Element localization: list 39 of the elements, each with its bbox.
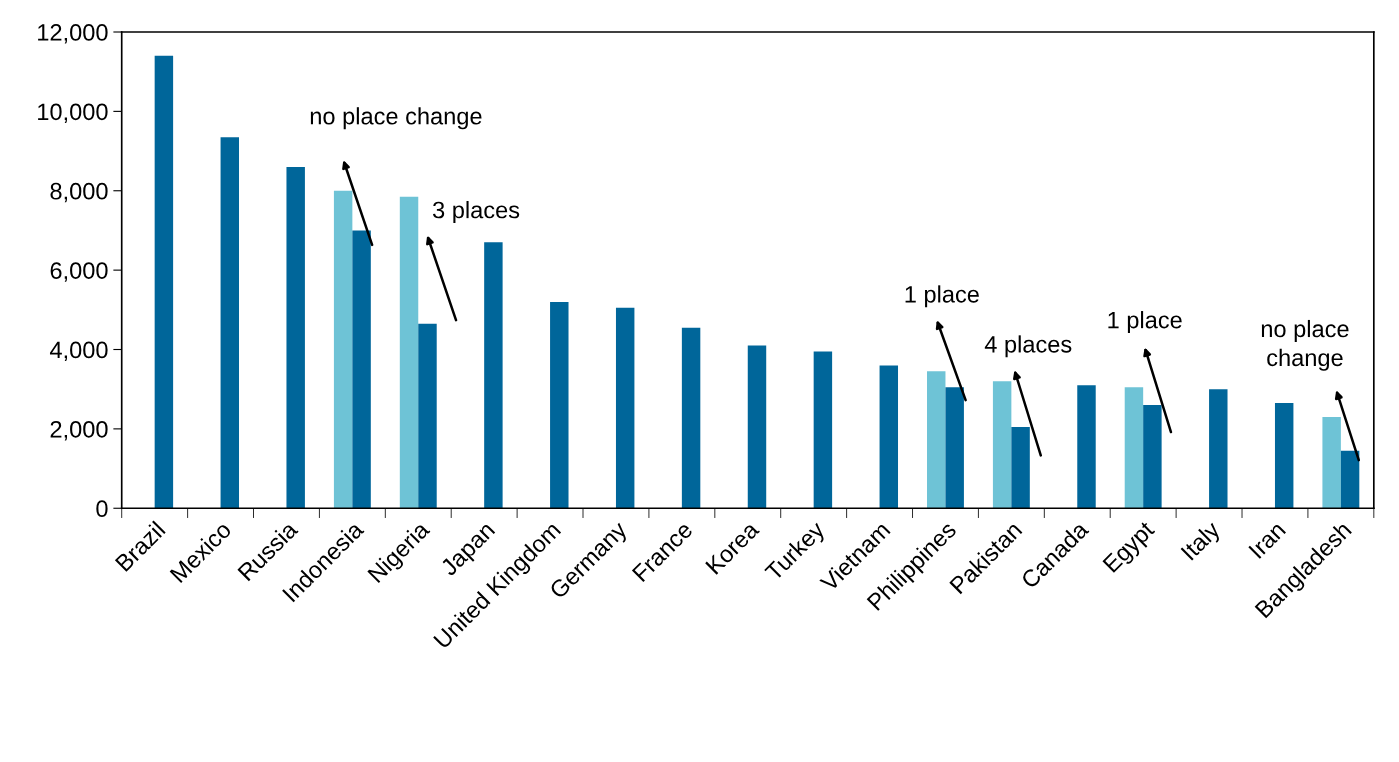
bar — [1274, 403, 1294, 509]
annotation: no place change — [1261, 319, 1349, 371]
bar — [550, 301, 569, 509]
y-tick-label: 6,000 — [50, 262, 108, 282]
y-tick-label: 8,000 — [50, 182, 108, 203]
y-tick-label: 4,000 — [49, 341, 108, 362]
bar — [813, 351, 833, 509]
bar — [615, 307, 635, 509]
bar — [418, 323, 437, 509]
annotation: 4 places — [984, 335, 1072, 358]
bar — [1011, 426, 1030, 509]
bar — [747, 345, 767, 509]
bar — [352, 230, 371, 509]
y-tick-label: 10,000 — [38, 103, 108, 123]
y-tick-label: 12,000 — [38, 24, 108, 44]
annotation: 1 place — [1108, 311, 1182, 334]
annotation: 3 places — [432, 201, 520, 224]
bar — [1209, 389, 1228, 509]
bar — [1340, 450, 1360, 509]
bar — [286, 166, 305, 509]
bar — [154, 55, 174, 509]
bar — [1322, 416, 1341, 509]
annotation: no place change — [310, 107, 482, 130]
bar — [333, 190, 353, 509]
bar — [1124, 387, 1144, 509]
bar — [992, 381, 1012, 509]
y-tick-label: 0 — [96, 500, 108, 518]
bar — [681, 327, 701, 509]
annotation: 1 place — [905, 285, 979, 308]
bar — [1077, 385, 1096, 509]
bar — [220, 137, 240, 509]
bar — [484, 242, 503, 509]
bar — [1143, 405, 1162, 509]
bar — [927, 371, 946, 509]
bar — [399, 196, 419, 509]
bar — [945, 387, 964, 509]
x-tick-label: Italy — [1179, 519, 1225, 564]
bar — [879, 365, 899, 509]
y-tick-label: 2,000 — [50, 420, 108, 441]
